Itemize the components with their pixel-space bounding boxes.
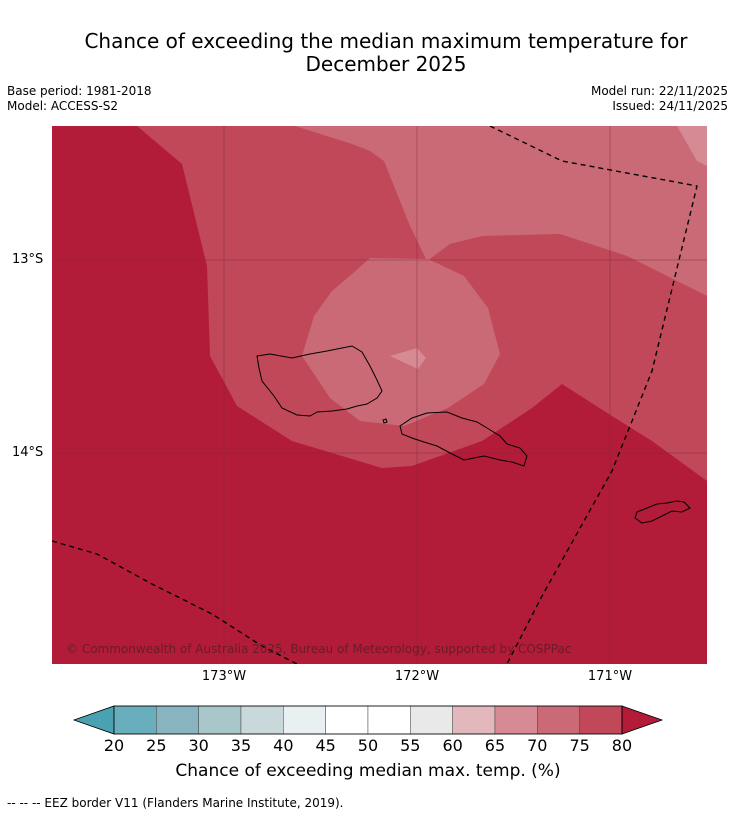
colorbar-bin-30-35 [198, 705, 242, 735]
colorbar-extend-low [72, 705, 115, 735]
islet [382, 418, 388, 424]
colorbar-bin-70-75 [537, 705, 580, 735]
colorbar-tick-45: 45 [315, 736, 336, 755]
colorbar-bin-40-45 [283, 705, 326, 735]
base-period: Base period: 1981-2018 [7, 84, 152, 98]
colorbar-tick-80: 80 [611, 736, 633, 755]
colorbar-tick-65: 65 [484, 736, 506, 755]
lon-label-172w: 172°W [394, 669, 440, 684]
upolu-island [256, 345, 383, 417]
colorbar-bin-55-60 [410, 705, 453, 735]
american-samoa [634, 500, 691, 524]
colorbar-bin-75-80 [579, 705, 623, 735]
colorbar-tick-60: 60 [442, 736, 463, 755]
meta-right: Model run: 22/11/2025 Issued: 24/11/2025 [591, 84, 728, 114]
copyright-text: © Commonwealth of Australia 2025, Bureau… [66, 642, 571, 656]
eez-border-lower [52, 540, 298, 664]
lon-label-171w: 171°W [587, 669, 633, 684]
colorbar-bin-35-40 [240, 705, 284, 735]
colorbar-bin-25-30 [156, 705, 199, 735]
contour-65-center [390, 348, 426, 369]
colorbar-extend-high [621, 705, 664, 735]
lon-label-173w: 173°W [201, 669, 247, 684]
contour-65-top-right [677, 126, 707, 166]
model-name: Model: ACCESS-S2 [7, 99, 119, 113]
lat-label-14s: 14°S [12, 445, 44, 460]
lat-label-13s: 13°S [12, 252, 44, 267]
colorbar-tick-70: 70 [527, 736, 548, 755]
chart-title: Chance of exceeding the median maximum t… [40, 30, 732, 76]
colorbar-bin-65-70 [494, 705, 538, 735]
colorbar-bin-45-50 [325, 705, 369, 735]
eez-borders [52, 126, 698, 664]
title-line-2: December 2025 [305, 52, 467, 76]
eez-border-upper [489, 126, 698, 664]
issued-date: Issued: 24/11/2025 [612, 99, 728, 113]
eez-legend-note: -- -- -- EEZ border V11 (Flanders Marine… [7, 796, 344, 810]
savaii-island [399, 411, 528, 467]
colorbar-tick-50: 50 [357, 736, 379, 755]
colorbar [72, 705, 664, 735]
colorbar-tick-55: 55 [400, 736, 421, 755]
title-line-1: Chance of exceeding the median maximum t… [84, 29, 688, 53]
colorbar-tick-35: 35 [230, 736, 252, 755]
colorbar-tick-25: 25 [146, 736, 167, 755]
meta-left: Base period: 1981-2018 Model: ACCESS-S2 [7, 84, 152, 114]
colorbar-tick-75: 75 [569, 736, 590, 755]
colorbar-title: Chance of exceeding median max. temp. (%… [175, 761, 561, 781]
colorbar-frame [113, 705, 623, 735]
colorbar-bin-60-65 [452, 705, 496, 735]
map-panel: © Commonwealth of Australia 2025, Bureau… [52, 126, 707, 664]
contour-70 [295, 126, 707, 296]
map-svg: © Commonwealth of Australia 2025, Bureau… [52, 126, 707, 664]
colorbar-tick-20: 20 [103, 736, 125, 755]
colorbar-bin-20-25 [113, 705, 157, 735]
model-run: Model run: 22/11/2025 [590, 84, 728, 98]
colorbar-tick-30: 30 [188, 736, 209, 755]
colorbar-tick-40: 40 [273, 736, 294, 755]
colorbar-bin-50-55 [367, 705, 411, 735]
coastlines [256, 345, 691, 524]
contour-70-center [302, 258, 500, 426]
gridlines [52, 126, 707, 664]
